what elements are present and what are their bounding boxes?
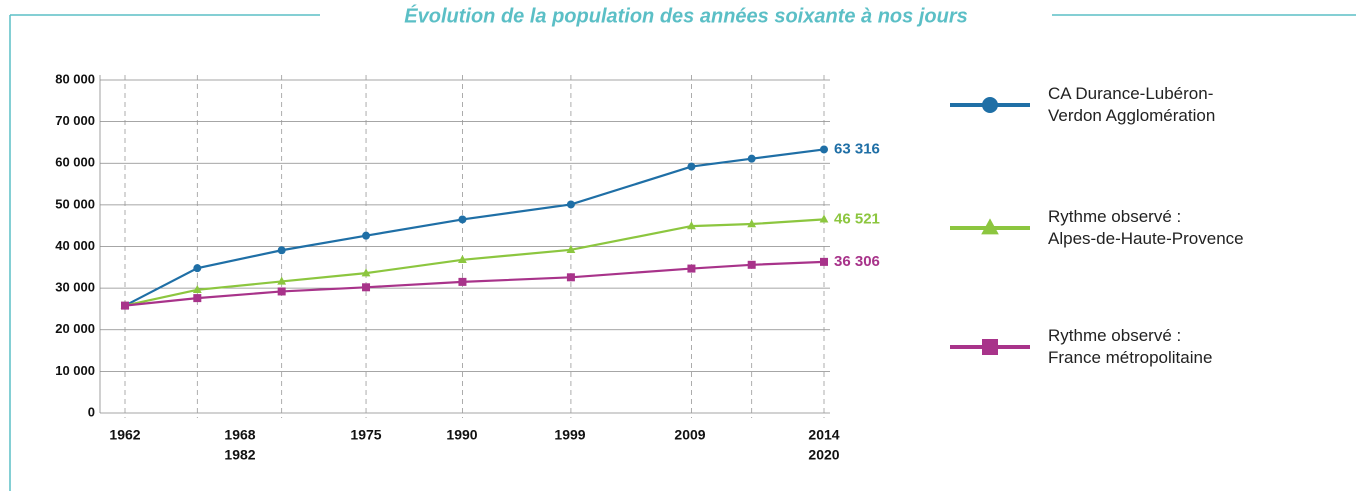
end-label: 46 521 <box>834 210 880 227</box>
x-tick-label: 1962 <box>109 427 140 443</box>
legend-label: Rythme observé : Alpes-de-Haute-Provence <box>1048 207 1244 248</box>
marker <box>981 218 999 235</box>
marker <box>566 200 575 209</box>
y-tick-label: 50 000 <box>55 196 95 211</box>
marker <box>566 273 575 282</box>
marker <box>566 245 576 254</box>
marker <box>192 284 202 293</box>
y-tick-label: 40 000 <box>55 238 95 253</box>
x-tick-label: 1999 <box>554 427 585 443</box>
end-label: 36 306 <box>834 253 880 270</box>
marker <box>193 294 202 303</box>
marker <box>193 264 202 273</box>
marker <box>361 268 371 277</box>
marker <box>747 260 756 269</box>
legend-label: CA Durance-Lubéron- Verdon Agglomération <box>1048 84 1216 125</box>
x-tick-label: 1982 <box>224 447 255 463</box>
x-tick-label: 1990 <box>446 427 477 443</box>
y-tick-label: 30 000 <box>55 280 95 295</box>
chart-title: Évolution de la population des années so… <box>404 4 967 27</box>
marker <box>982 97 998 113</box>
marker <box>819 214 829 223</box>
marker <box>820 257 828 266</box>
y-tick-label: 0 <box>88 404 95 419</box>
marker <box>277 276 287 285</box>
y-tick-label: 80 000 <box>55 71 95 86</box>
marker <box>687 264 696 273</box>
marker <box>747 219 757 228</box>
x-tick-label: 2020 <box>808 447 839 463</box>
marker <box>121 301 129 310</box>
marker <box>747 154 756 163</box>
y-tick-label: 20 000 <box>55 321 95 336</box>
marker <box>277 246 286 255</box>
x-tick-label: 2014 <box>808 427 839 443</box>
marker <box>687 221 696 230</box>
x-tick-label: 1975 <box>350 427 381 443</box>
y-tick-label: 70 000 <box>55 113 95 128</box>
y-tick-label: 10 000 <box>55 363 95 378</box>
marker <box>458 215 467 224</box>
marker <box>362 283 371 292</box>
y-tick-label: 60 000 <box>55 155 95 170</box>
marker <box>820 145 828 154</box>
marker <box>982 339 998 355</box>
marker <box>687 162 696 171</box>
series-line <box>124 260 825 307</box>
marker <box>277 287 286 296</box>
x-tick-label: 2009 <box>674 427 705 443</box>
x-tick-label: 1968 <box>224 427 255 443</box>
series-line <box>124 218 825 307</box>
marker <box>458 277 467 286</box>
legend-label: Rythme observé : France métropolitaine <box>1048 326 1213 367</box>
marker <box>362 231 371 240</box>
end-label: 63 316 <box>834 140 880 157</box>
marker <box>458 255 467 264</box>
